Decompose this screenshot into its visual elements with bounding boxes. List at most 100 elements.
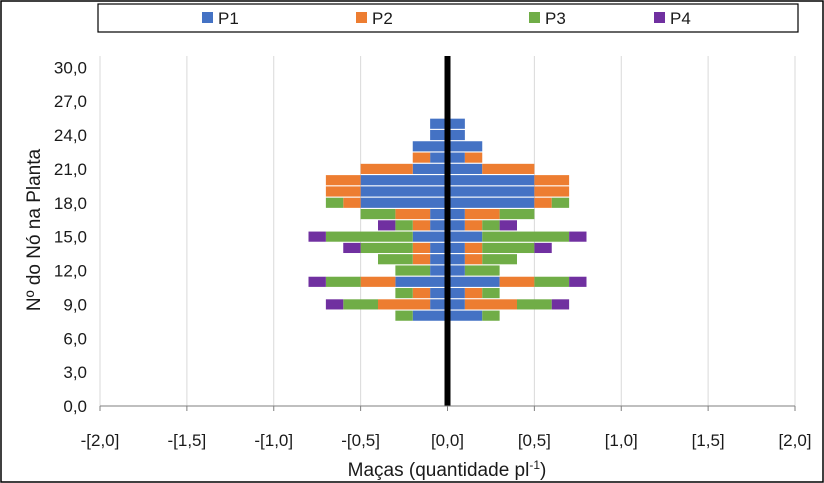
y-tick-label-3: 9,0 <box>63 295 87 314</box>
bar-right-p1-node-21 <box>447 163 483 174</box>
bar-right-p3-node-9 <box>517 299 552 310</box>
bar-right-p1-node-19 <box>447 186 535 197</box>
y-tick-label-1: 3,0 <box>63 363 87 382</box>
y-tick-label-5: 15,0 <box>54 228 87 247</box>
y-tick-label-2: 6,0 <box>63 329 87 348</box>
legend-swatch-p3 <box>529 12 540 23</box>
bar-left-p3-node-16 <box>395 220 413 231</box>
bar-right-p3-node-10 <box>482 288 500 299</box>
bar-left-p1-node-13 <box>430 254 448 265</box>
bar-right-p3-node-16 <box>482 220 500 231</box>
x-tick-label-3: -[0,5] <box>341 431 380 450</box>
bar-left-p2-node-13 <box>412 254 431 265</box>
x-tick-label-7: [1,5] <box>692 431 725 450</box>
bar-right-p2-node-20 <box>534 175 570 186</box>
bar-left-p2-node-16 <box>412 220 431 231</box>
bar-left-p2-node-10 <box>412 288 431 299</box>
bar-left-p1-node-20 <box>360 175 448 186</box>
legend: P1 P2 P3 P4 <box>97 3 799 33</box>
bar-right-p3-node-11 <box>534 276 570 287</box>
gridlines <box>99 56 796 406</box>
bar-left-p1-node-14 <box>430 242 448 254</box>
bar-left-p1-node-17 <box>430 208 448 220</box>
bar-left-p1-node-24 <box>430 129 448 141</box>
bar-left-p1-node-12 <box>430 265 448 276</box>
bar-right-p4-node-14 <box>534 242 552 254</box>
bar-right-p4-node-9 <box>551 299 570 310</box>
bar-left-p1-node-9 <box>430 299 448 310</box>
bar-right-p3-node-8 <box>482 310 500 321</box>
bar-left-p3-node-9 <box>343 299 378 310</box>
legend-swatch-p4 <box>654 12 665 23</box>
bar-left-p4-node-11 <box>308 276 326 287</box>
bar-right-p2-node-14 <box>464 242 483 254</box>
bar-left-p3-node-12 <box>395 265 431 276</box>
bar-left-p3-node-17 <box>360 208 396 220</box>
bar-right-p2-node-13 <box>464 254 483 265</box>
bar-right-p2-node-16 <box>464 220 483 231</box>
bar-left-p1-node-8 <box>412 310 448 321</box>
bar-right-p1-node-14 <box>447 242 465 254</box>
legend-box <box>97 3 799 33</box>
bar-right-p1-node-15 <box>447 231 483 242</box>
bar-right-p1-node-17 <box>447 208 465 220</box>
x-axis-title: Maças (quantidade pl-1) <box>348 458 547 481</box>
bar-right-p1-node-22 <box>447 152 465 163</box>
y-tick-label-6: 18,0 <box>54 194 87 213</box>
x-tick-label-6: [1,0] <box>605 431 638 450</box>
bar-left-p2-node-9 <box>378 299 431 310</box>
bar-left-p1-node-19 <box>360 186 448 197</box>
bar-left-p1-node-21 <box>412 163 448 174</box>
bar-left-p4-node-14 <box>343 242 361 254</box>
x-tick-label-4: [0,0] <box>431 431 464 450</box>
bar-left-p2-node-18 <box>343 197 361 208</box>
legend-label-p1: P1 <box>218 9 239 28</box>
bar-left-p1-node-16 <box>430 220 448 231</box>
x-tick-label-8: [2,0] <box>778 431 811 450</box>
bar-right-p4-node-15 <box>569 231 587 242</box>
bar-right-p2-node-22 <box>464 152 483 163</box>
bar-right-p3-node-18 <box>551 197 570 208</box>
bar-left-p2-node-19 <box>325 186 361 197</box>
bar-right-p1-node-12 <box>447 265 465 276</box>
bar-left-p3-node-18 <box>325 197 344 208</box>
bar-right-p1-node-24 <box>447 129 465 141</box>
bar-left-p2-node-21 <box>360 163 413 174</box>
bar-left-p4-node-16 <box>378 220 396 231</box>
bar-right-p4-node-16 <box>499 220 517 231</box>
y-tick-label-10: 30,0 <box>54 58 87 77</box>
y-tick-label-9: 27,0 <box>54 92 87 111</box>
y-tick-label-0: 0,0 <box>63 397 87 416</box>
bar-right-p1-node-16 <box>447 220 465 231</box>
bar-right-p2-node-10 <box>464 288 483 299</box>
bar-left-p2-node-11 <box>360 276 396 287</box>
legend-swatch-p2 <box>356 12 367 23</box>
bar-right-p2-node-9 <box>464 299 517 310</box>
bar-left-p3-node-14 <box>360 242 413 254</box>
bar-right-p1-node-18 <box>447 197 535 208</box>
bar-right-p2-node-18 <box>534 197 552 208</box>
bar-right-p1-node-20 <box>447 175 535 186</box>
bar-left-p3-node-13 <box>378 254 413 265</box>
bar-left-p4-node-15 <box>308 231 326 242</box>
bar-left-p2-node-22 <box>412 152 431 163</box>
bar-right-p1-node-9 <box>447 299 465 310</box>
bar-left-p4-node-9 <box>325 299 344 310</box>
bar-right-p3-node-17 <box>499 208 535 220</box>
legend-label-p2: P2 <box>372 9 393 28</box>
bar-left-p3-node-10 <box>395 288 413 299</box>
bar-left-p1-node-23 <box>412 141 448 152</box>
bar-right-p1-node-13 <box>447 254 465 265</box>
bar-left-p1-node-11 <box>395 276 448 287</box>
bar-left-p1-node-15 <box>412 231 448 242</box>
bar-left-p1-node-25 <box>430 118 448 129</box>
bars <box>308 118 587 321</box>
bar-right-p1-node-11 <box>447 276 500 287</box>
legend-label-p3: P3 <box>545 9 566 28</box>
bar-left-p1-node-22 <box>430 152 448 163</box>
bar-left-p1-node-10 <box>430 288 448 299</box>
x-tick-label-5: [0,5] <box>518 431 551 450</box>
bar-left-p3-node-8 <box>395 310 413 321</box>
y-tick-label-4: 12,0 <box>54 262 87 281</box>
bar-right-p2-node-21 <box>482 163 535 174</box>
